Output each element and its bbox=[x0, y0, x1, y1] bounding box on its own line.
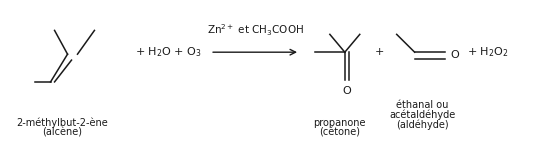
Text: Zn$^{2+}$ et CH$_3$COOH: Zn$^{2+}$ et CH$_3$COOH bbox=[207, 23, 304, 38]
Text: éthanal ou: éthanal ou bbox=[396, 100, 449, 110]
Text: (alcène): (alcène) bbox=[42, 127, 82, 137]
Text: 2-méthylbut-2-ène: 2-méthylbut-2-ène bbox=[17, 118, 108, 128]
Text: +: + bbox=[375, 47, 384, 57]
Text: O: O bbox=[450, 50, 459, 60]
Text: $+$ H$_2$O$_2$: $+$ H$_2$O$_2$ bbox=[468, 45, 509, 59]
Text: (aldéhyde): (aldéhyde) bbox=[396, 120, 449, 130]
Text: (cétone): (cétone) bbox=[319, 127, 360, 137]
Text: O: O bbox=[343, 86, 351, 96]
Text: $+$ H$_2$O $+$ O$_3$: $+$ H$_2$O $+$ O$_3$ bbox=[136, 45, 202, 59]
Text: propanone: propanone bbox=[314, 118, 366, 128]
Text: acétaldéhyde: acétaldéhyde bbox=[390, 110, 456, 120]
